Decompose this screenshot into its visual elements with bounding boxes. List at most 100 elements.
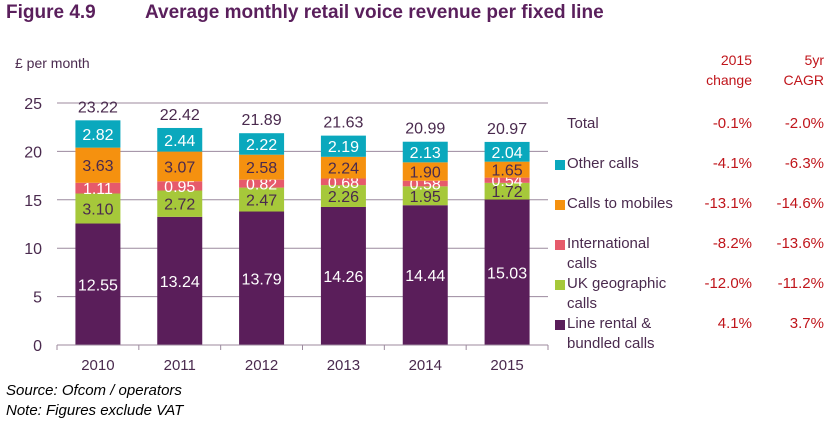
cagr-5yr-value: -13.6% xyxy=(776,235,824,252)
data-label: 13.24 xyxy=(160,274,200,291)
bar-segment xyxy=(239,179,285,188)
y-axis-unit-label: £ per month xyxy=(15,55,90,71)
legend-label: Line rental & bundled calls xyxy=(567,315,655,352)
note-text: Note: Figures exclude VAT xyxy=(6,402,184,419)
bar-segment xyxy=(320,156,366,179)
bar-segment xyxy=(157,151,203,182)
y-tick-label: 15 xyxy=(24,193,42,210)
bar-segment xyxy=(484,199,530,345)
change-2015-value: 4.1% xyxy=(717,315,752,332)
data-label: 1.11 xyxy=(83,181,113,198)
cagr-5yr-value: -2.0% xyxy=(784,115,824,132)
data-label: 3.07 xyxy=(164,159,195,176)
figure-number: Figure 4.9 xyxy=(6,2,96,23)
bars: 12.55 3.10 1.11 3.63 2.82 23.22 13.24 2.720.95 3… xyxy=(75,99,530,345)
figure-title: Average monthly retail voice revenue per… xyxy=(145,2,604,23)
source-text: Source: Ofcom / operators xyxy=(6,382,182,399)
data-label: 2.22 xyxy=(246,137,277,154)
change-2015-value: -8.2% xyxy=(712,235,752,252)
bar-segment xyxy=(75,182,121,194)
total-label: 20.99 xyxy=(405,121,445,138)
bar-stack-2010: 12.55 3.10 1.11 3.63 2.82 23.22 xyxy=(75,99,121,345)
bar-stack-2012: 13.79 2.470.822.58 2.22 21.89 xyxy=(239,112,285,345)
x-tick-label: 2014 xyxy=(409,357,442,374)
data-label: 14.26 xyxy=(323,269,363,286)
legend-swatch xyxy=(555,280,565,290)
bar-segment xyxy=(402,180,448,187)
change-2015-value: -4.1% xyxy=(712,155,752,172)
data-label: 2.13 xyxy=(410,145,441,162)
bar-segment xyxy=(484,141,530,162)
x-tick-label: 2015 xyxy=(490,357,523,374)
data-label: 2.82 xyxy=(82,127,113,144)
data-label: 2.04 xyxy=(492,145,523,162)
cagr-header-line1: 5yr xyxy=(804,52,824,68)
data-label: 0.95 xyxy=(164,179,195,196)
data-label: 0.82 xyxy=(246,177,277,194)
change-header-line1: 2015 xyxy=(720,52,752,68)
x-axis: 2010 2011 2012 2013 2014 2015 xyxy=(56,344,549,374)
bar-stack-2011: 13.24 2.720.95 3.07 2.44 22.42 xyxy=(157,107,203,345)
bar-segment xyxy=(402,186,448,206)
legend-label: Calls to mobiles xyxy=(567,195,673,212)
data-label: 1.72 xyxy=(492,184,523,201)
bar-segment xyxy=(75,147,121,183)
y-tick-label: 20 xyxy=(24,144,42,161)
legend-label: International calls xyxy=(567,235,650,272)
bar-segment xyxy=(320,185,366,207)
data-label: 1.90 xyxy=(410,165,441,182)
cagr-header-line2: CAGR xyxy=(783,72,824,88)
bar-segment xyxy=(239,133,285,155)
bar-segment xyxy=(484,182,530,200)
legend-label: UK geographic calls xyxy=(567,275,667,312)
x-tick-label: 2012 xyxy=(245,357,278,374)
footer: Source: Ofcom / operators Note: Figures … xyxy=(6,381,183,421)
change-2015-value: -13.1% xyxy=(704,195,752,212)
gridlines xyxy=(57,102,548,298)
stacked-bar-chart: 0 5 10 15 20 25 12.55 3.10 1.11 3.63 2.82 23.22 13.… xyxy=(24,96,549,374)
total-label: 20.97 xyxy=(487,121,527,138)
legend-label: Total xyxy=(567,115,599,132)
legend-label: Other calls xyxy=(567,155,639,172)
bar-segment xyxy=(320,178,366,186)
y-tick-label: 10 xyxy=(24,241,42,258)
bar-stack-2013: 14.26 2.260.682.24 2.19 21.63 xyxy=(320,115,366,345)
bar-segment xyxy=(402,141,448,163)
legend-swatch xyxy=(555,320,565,330)
bar-segment xyxy=(75,120,121,148)
data-label: 3.63 xyxy=(82,158,113,175)
bar-segment xyxy=(75,193,121,224)
legend-swatch xyxy=(555,160,565,170)
change-header-line2: change xyxy=(706,72,752,88)
x-tick-label: 2011 xyxy=(164,357,196,374)
change-column-header: 2015 change xyxy=(680,50,752,90)
bar-stack-2014: 14.44 1.950.581.90 2.13 20.99 xyxy=(402,121,448,345)
cagr-5yr-value: 3.7% xyxy=(789,315,824,332)
data-label: 12.55 xyxy=(78,277,118,294)
legend-swatch xyxy=(555,240,565,250)
total-label: 23.22 xyxy=(78,99,118,116)
cagr-5yr-value: -14.6% xyxy=(776,195,824,212)
total-label: 21.63 xyxy=(323,115,363,132)
y-axis-ticks: 0 5 10 15 20 25 xyxy=(24,96,42,355)
bar-segment xyxy=(484,177,530,183)
bar-segment xyxy=(157,216,203,345)
x-tick-label: 2010 xyxy=(81,357,114,374)
data-label: 1.65 xyxy=(492,163,523,180)
data-label: 13.79 xyxy=(242,271,282,288)
data-label: 3.10 xyxy=(82,202,113,219)
bar-segment xyxy=(402,162,448,181)
total-label: 22.42 xyxy=(160,107,200,124)
cagr-column-header: 5yr CAGR xyxy=(760,50,824,90)
y-tick-label: 5 xyxy=(33,290,42,307)
bar-segment xyxy=(157,127,203,152)
data-label: 2.26 xyxy=(328,189,359,206)
y-tick-label: 25 xyxy=(24,96,42,113)
data-label: 0.58 xyxy=(410,177,441,194)
data-label: 14.44 xyxy=(405,268,445,285)
data-label: 2.24 xyxy=(328,161,359,178)
bar-segment xyxy=(402,205,448,345)
data-label: 2.19 xyxy=(328,139,359,156)
bar-segment xyxy=(157,181,203,191)
